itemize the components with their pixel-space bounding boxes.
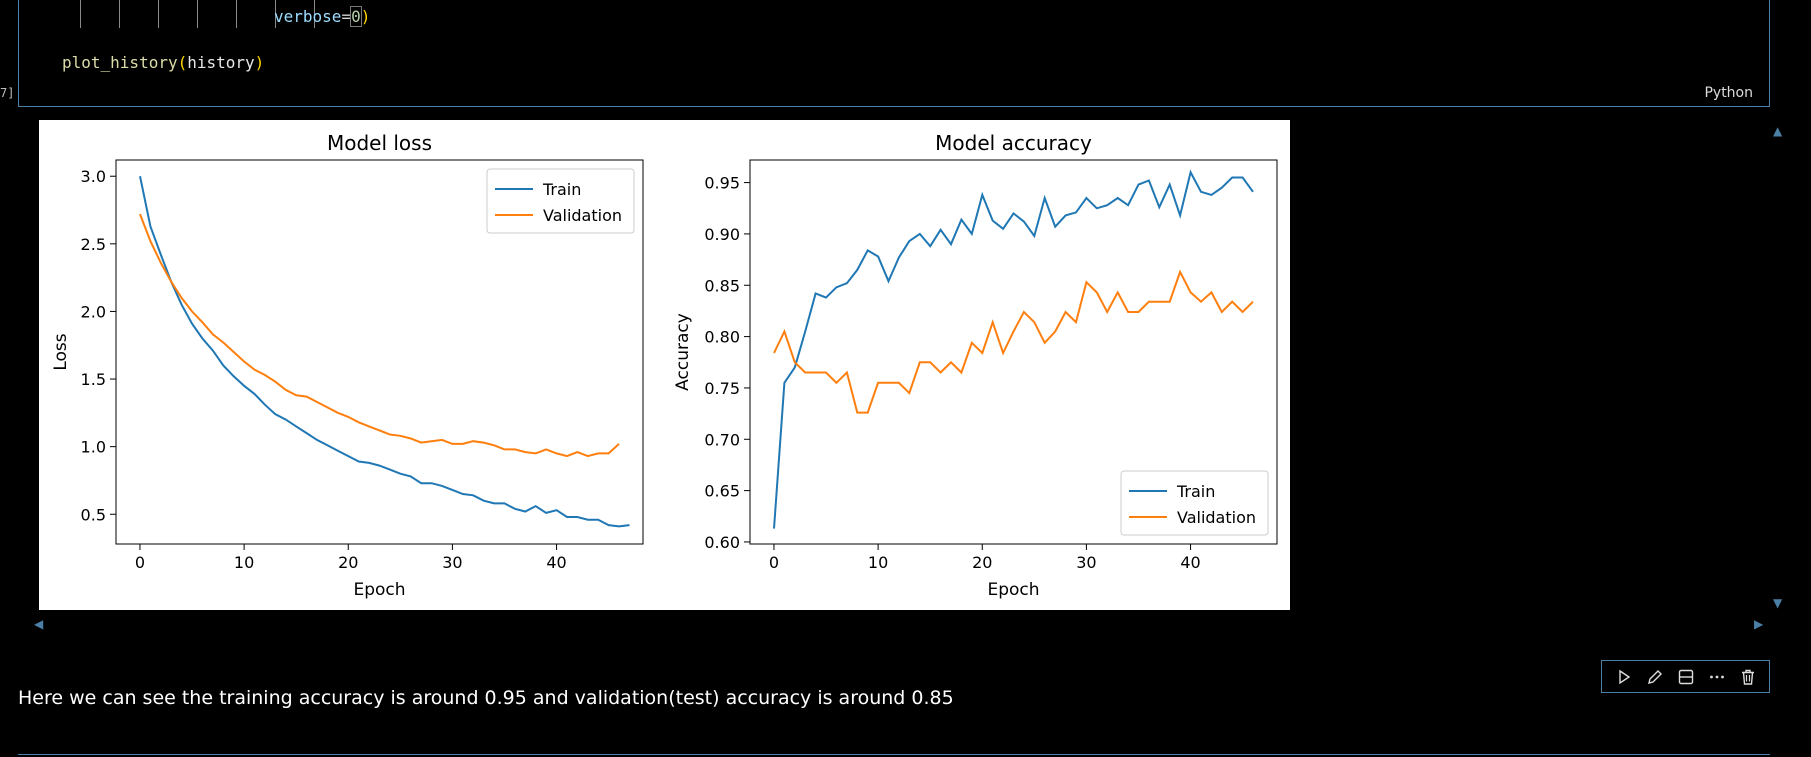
series-line-validation: [773, 269, 1254, 414]
run-icon: [1618, 669, 1630, 684]
code-line-verbose[interactable]: verbose=0): [274, 6, 371, 27]
y-tick-label: 0.85: [704, 276, 740, 295]
y-tick-label: 0.70: [704, 430, 740, 449]
code-line-plot-history[interactable]: plot_history(history): [62, 53, 264, 72]
scroll-right-arrow-icon[interactable]: ▶: [1754, 617, 1764, 631]
code-bracket: ): [360, 7, 371, 26]
x-tick-label: 40: [1180, 553, 1200, 572]
legend-label: Train: [542, 180, 581, 199]
y-tick-label: 3.0: [81, 167, 106, 186]
markdown-cell-toolbar: [1601, 660, 1770, 693]
x-tick-label: 30: [1076, 553, 1096, 572]
axes-frame: [115, 159, 644, 545]
legend-label: Train: [1176, 482, 1215, 501]
chart-0: Model loss 0 10 20 30 40 0.5 1.0 1.5 2.0 2.5 3.0 Epo…: [51, 131, 644, 600]
x-tick-label: 30: [442, 553, 462, 572]
x-tick-label: 20: [338, 553, 358, 572]
legend: Train Validation: [486, 168, 635, 234]
chart-title: Model loss: [327, 131, 432, 155]
legend-box: [486, 168, 635, 234]
x-tick-label: 20: [972, 553, 992, 572]
series-line-validation: [139, 213, 620, 458]
chart-1: Model accuracy 0 10 20 30 40 0.60 0.65 0.70 0.75 0…: [673, 131, 1278, 600]
cell-output: Model loss 0 10 20 30 40 0.5 1.0 1.5 2.0 2.5 3.0 Epo…: [39, 120, 1290, 610]
code-number: 0: [350, 6, 362, 27]
edit-icon: [1647, 669, 1662, 684]
language-label[interactable]: Python: [1704, 85, 1753, 101]
run-cell-button[interactable]: [1612, 665, 1636, 689]
y-tick-label: 0.5: [81, 505, 106, 524]
code-cell[interactable]: verbose=0) plot_history(history) Python: [18, 0, 1770, 107]
y-tick-label: 0.95: [704, 174, 740, 193]
scroll-left-arrow-icon[interactable]: ◀: [34, 617, 44, 631]
delete-icon: [1741, 669, 1754, 685]
x-tick-label: 0: [769, 553, 779, 572]
y-tick-label: 0.60: [704, 533, 740, 552]
more-actions-button[interactable]: [1705, 665, 1729, 689]
x-tick-label: 10: [868, 553, 888, 572]
y-tick-label: 0.65: [704, 482, 740, 501]
code-bracket: ): [254, 53, 265, 72]
chart-title: Model accuracy: [935, 131, 1092, 155]
y-tick-label: 2.0: [81, 302, 106, 321]
y-tick-label: 0.75: [704, 379, 740, 398]
legend-box: [1120, 470, 1269, 536]
edit-cell-button[interactable]: [1643, 665, 1667, 689]
x-tick-label: 0: [135, 553, 145, 572]
execution-count: 7]: [0, 86, 15, 100]
legend: Train Validation: [1120, 470, 1269, 536]
y-tick-label: 2.5: [81, 235, 106, 254]
legend-label: Validation: [1177, 508, 1256, 527]
code-param: verbose: [274, 7, 342, 26]
y-axis-label: Accuracy: [673, 313, 693, 391]
y-tick-label: 0.90: [704, 225, 740, 244]
charts-figure: Model loss 0 10 20 30 40 0.5 1.0 1.5 2.0 2.5 3.0 Epo…: [51, 131, 1278, 600]
code-operator: =: [341, 7, 352, 26]
split-cell-button[interactable]: [1674, 665, 1698, 689]
y-tick-label: 1.0: [81, 438, 106, 457]
next-cell-border: [18, 754, 1770, 755]
series-line-train: [773, 169, 1254, 529]
delete-cell-button[interactable]: [1736, 665, 1760, 689]
scroll-up-arrow-icon[interactable]: ▲: [1773, 124, 1783, 138]
code-function: plot_history: [62, 53, 178, 72]
scroll-down-arrow-icon[interactable]: ▼: [1773, 596, 1783, 610]
more-icon: [1709, 675, 1724, 678]
y-tick-label: 0.80: [704, 328, 740, 347]
series-line-train: [139, 175, 630, 528]
markdown-text: Here we can see the training accuracy is…: [18, 687, 954, 709]
split-icon: [1678, 669, 1693, 684]
axes-frame: [749, 159, 1278, 545]
x-tick-label: 40: [546, 553, 566, 572]
x-axis-label: Epoch: [353, 580, 405, 600]
x-tick-label: 10: [234, 553, 254, 572]
legend-label: Validation: [543, 206, 622, 225]
code-bracket: (: [177, 53, 188, 72]
y-axis-label: Loss: [51, 333, 71, 370]
code-argument: history: [187, 53, 255, 72]
y-tick-label: 1.5: [81, 370, 106, 389]
x-axis-label: Epoch: [987, 580, 1039, 600]
